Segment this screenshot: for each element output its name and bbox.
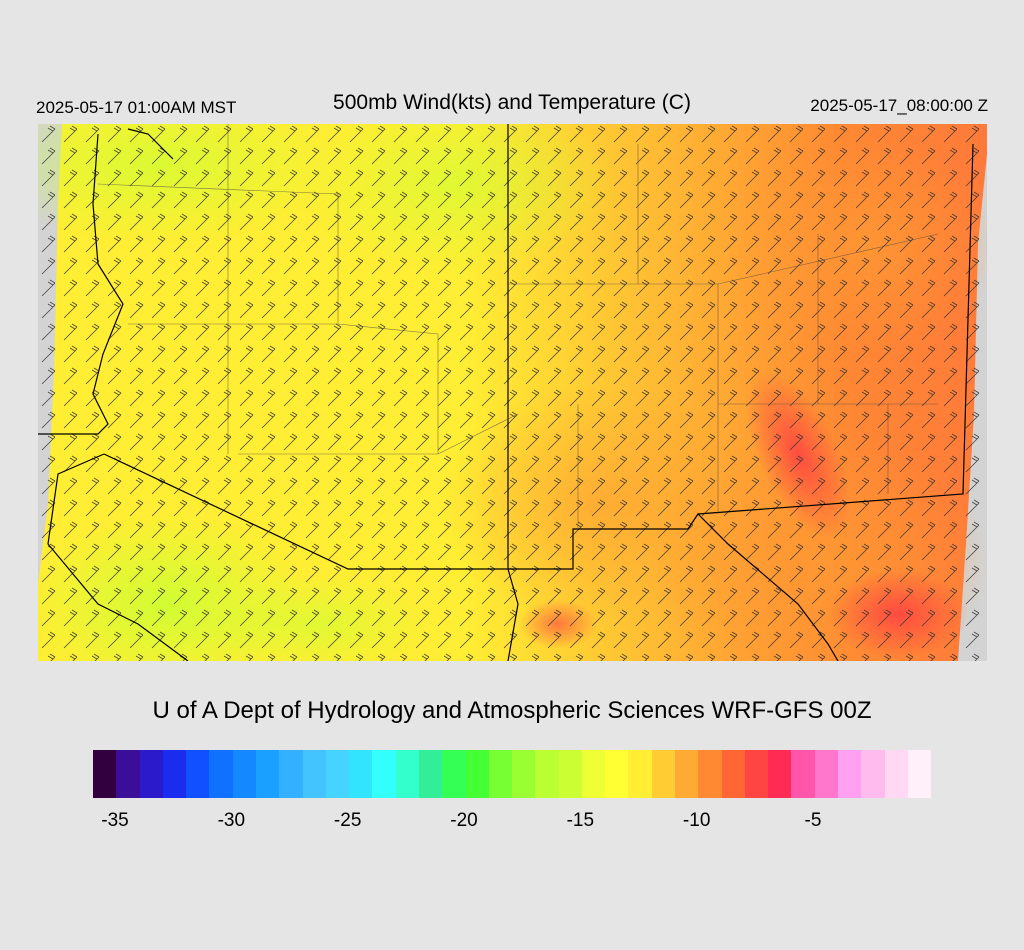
colorbar-swatch	[698, 750, 722, 798]
colorbar-swatch	[651, 750, 676, 798]
wind-barbs	[38, 124, 987, 661]
county-boundaries	[97, 124, 939, 529]
colorbar-swatch	[302, 750, 326, 798]
colorbar-swatch	[279, 750, 303, 798]
colorbar-swatch	[93, 750, 117, 798]
colorbar-swatch	[418, 750, 443, 798]
colorbar-tick-label: -10	[682, 810, 711, 831]
valid-time-utc: 2025-05-17_08:00:00 Z	[810, 96, 988, 115]
colorbar-swatch	[605, 750, 629, 798]
colorbar-swatch	[721, 750, 745, 798]
colorbar-swatch	[838, 750, 862, 798]
colorbar-tick-label: -25	[333, 810, 362, 831]
colorbar-swatch	[186, 750, 210, 798]
colorbar-swatch	[162, 750, 187, 798]
colorbar-swatch	[395, 750, 419, 798]
colorbar-ticks: -35 -30 -25 -20 -15 -10 -5	[93, 810, 931, 840]
valid-time-local: 2025-05-17 01:00AM MST	[36, 98, 237, 117]
colorbar-swatch	[884, 750, 908, 798]
colorbar-tick-label: -35	[101, 810, 129, 831]
colorbar-swatch	[512, 750, 536, 798]
colorbar-tick-label: -30	[217, 810, 246, 831]
colorbar-tick-label: -15	[566, 810, 595, 831]
colorbar-swatch	[907, 750, 932, 798]
colorbar-swatch	[581, 750, 606, 798]
colorbar-swatch	[768, 750, 792, 798]
colorbar-swatch	[116, 750, 140, 798]
colorbar-tick-label: -5	[804, 810, 822, 831]
colorbar-swatch	[535, 750, 559, 798]
colorbar-swatch	[325, 750, 350, 798]
colorbar-swatch	[675, 750, 699, 798]
colorbar-swatch	[814, 750, 838, 798]
model-credit: U of A Dept of Hydrology and Atmospheric…	[152, 697, 872, 724]
colorbar-swatch	[349, 750, 373, 798]
colorbar-swatch	[442, 750, 466, 798]
colorbar-swatch	[139, 750, 163, 798]
temperature-colorbar	[93, 750, 932, 798]
colorbar-swatch	[232, 750, 256, 798]
temperature-wind-map	[38, 124, 987, 661]
colorbar-swatch	[465, 750, 489, 798]
colorbar-swatch	[744, 750, 769, 798]
colorbar-swatch	[628, 750, 652, 798]
colorbar-swatch	[209, 750, 233, 798]
colorbar-swatch	[372, 750, 396, 798]
colorbar-swatch	[558, 750, 582, 798]
colorbar-swatch	[791, 750, 815, 798]
colorbar-swatch	[488, 750, 513, 798]
colorbar-tick-label: -20	[450, 810, 478, 831]
colorbar-swatch	[861, 750, 885, 798]
state-boundaries	[38, 124, 974, 661]
colorbar-swatch	[255, 750, 280, 798]
map-title: 500mb Wind(kts) and Temperature (C)	[333, 91, 691, 114]
